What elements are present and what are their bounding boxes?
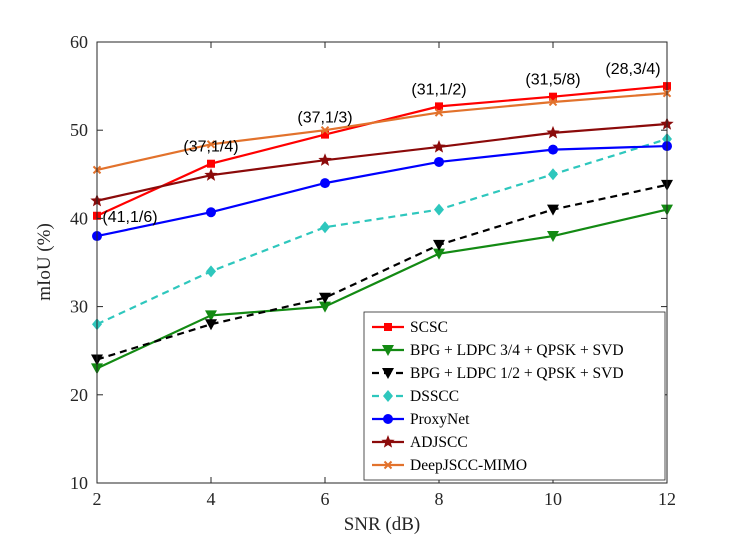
data-point-proxynet <box>206 207 216 218</box>
y-tick-label: 20 <box>70 385 88 405</box>
data-point-dsscc <box>320 221 330 234</box>
legend-marker <box>382 345 394 356</box>
data-point-proxynet <box>434 156 444 167</box>
series-line-bpg-ldpc-1-2-qpsk-svd <box>96 183 668 361</box>
legend-label: DSSCC <box>410 388 459 405</box>
y-tick-label: 30 <box>70 297 88 317</box>
data-point-deepjscc-mimo <box>206 140 216 149</box>
legend-entry-deepjscc-mimo: DeepJSCC-MIMO <box>372 457 527 474</box>
axes-box <box>96 41 668 484</box>
data-point-bpg-ldpc-1-2-qpsk-svd <box>433 239 445 251</box>
annotation-label: (31,5/8) <box>525 72 580 89</box>
series-line-bpg-ldpc-3-4-qpsk-svd <box>96 208 668 370</box>
data-point-bpg-ldpc-3-4-qpsk-svd <box>319 301 331 313</box>
data-point-proxynet <box>320 178 330 189</box>
y-tick-label: 50 <box>70 120 88 140</box>
series-line-proxynet <box>96 144 668 238</box>
annotation-layer: (41,1/6) (37,1/4) (37,1/3) (31,1/2) (31,5/8)… <box>102 61 660 226</box>
legend-marker <box>383 390 393 402</box>
series-bpg-ldpc-3-4-qpsk-svd <box>91 204 673 375</box>
series-dsscc <box>92 133 672 331</box>
x-tick-label: 2 <box>93 489 102 509</box>
legend-marker <box>383 460 393 470</box>
x-tick-label: 6 <box>321 489 330 509</box>
data-point-dsscc <box>434 203 444 216</box>
data-point-deepjscc-mimo <box>320 125 330 135</box>
annotation-label: (28,3/4) <box>605 61 660 78</box>
series-layer <box>90 82 674 375</box>
data-point-bpg-ldpc-1-2-qpsk-svd <box>319 292 331 304</box>
legend-label: SCSC <box>410 319 448 336</box>
y-axis-label: mIoU (%) <box>34 223 55 301</box>
legend-marker <box>382 368 394 379</box>
y-tick-label: 60 <box>70 32 88 52</box>
x-axis-label: SNR (dB) <box>344 514 421 535</box>
annotation-label: (31,1/2) <box>411 81 466 98</box>
legend-entry-proxynet: ProxyNet <box>372 411 470 428</box>
legend-entry-bpg-ldpc-3-4-qpsk-svd: BPG + LDPC 3/4 + QPSK + SVD <box>372 342 624 359</box>
data-point-deepjscc-mimo <box>548 97 558 107</box>
legend: SCSC BPG + LDPC 3/4 + QPSK + SVD BPG + LDP… <box>363 311 666 481</box>
annotation-label: (37,1/3) <box>297 110 352 127</box>
legend-marker <box>383 414 393 424</box>
y-tick-label: 40 <box>70 208 88 228</box>
legend-entry-adjscc: ADJSCC <box>372 434 468 451</box>
data-point-adjscc <box>432 139 446 153</box>
legend-entry-scsc: SCSC <box>372 319 448 336</box>
data-point-bpg-ldpc-3-4-qpsk-svd <box>433 248 445 260</box>
x-tick-label: 12 <box>658 489 676 509</box>
data-point-scsc <box>321 130 329 139</box>
legend-entry-dsscc: DSSCC <box>372 388 459 405</box>
data-point-scsc <box>435 102 443 111</box>
data-point-bpg-ldpc-3-4-qpsk-svd <box>205 310 217 322</box>
legend-label: ADJSCC <box>410 434 468 451</box>
data-point-adjscc <box>546 125 560 139</box>
data-point-dsscc <box>548 168 558 181</box>
legend-marker <box>381 435 395 448</box>
legend-box <box>363 311 666 481</box>
data-point-deepjscc-mimo <box>434 108 444 117</box>
legend-label: BPG + LDPC 1/2 + QPSK + SVD <box>410 365 624 382</box>
data-point-bpg-ldpc-3-4-qpsk-svd <box>547 231 559 243</box>
legend-label: ProxyNet <box>410 411 470 428</box>
data-point-scsc <box>549 92 557 101</box>
legend-marker <box>384 323 392 331</box>
annotation-label: (41,1/6) <box>102 209 157 226</box>
series-line-dsscc <box>96 137 668 326</box>
tick-layer: 2 4 6 8 10 12 10 20 30 40 50 60 <box>70 32 676 509</box>
legend-label: DeepJSCC-MIMO <box>410 457 527 474</box>
legend-entry-bpg-ldpc-1-2-qpsk-svd: BPG + LDPC 1/2 + QPSK + SVD <box>372 365 624 382</box>
data-point-adjscc <box>204 168 218 181</box>
x-tick-label: 10 <box>544 489 562 509</box>
series-line-adjscc <box>96 122 668 202</box>
legend-label: BPG + LDPC 3/4 + QPSK + SVD <box>410 342 624 359</box>
data-point-proxynet <box>548 144 558 155</box>
series-line-deepjscc-mimo <box>96 92 668 171</box>
data-point-dsscc <box>206 265 216 278</box>
y-tick-label: 10 <box>70 473 88 493</box>
data-point-scsc <box>207 159 215 168</box>
data-point-adjscc <box>318 153 332 166</box>
data-point-bpg-ldpc-1-2-qpsk-svd <box>547 204 559 216</box>
x-tick-label: 4 <box>207 489 216 509</box>
x-tick-label: 8 <box>435 489 444 509</box>
annotation-label: (37,1/4) <box>183 139 238 156</box>
data-point-bpg-ldpc-1-2-qpsk-svd <box>205 319 217 331</box>
